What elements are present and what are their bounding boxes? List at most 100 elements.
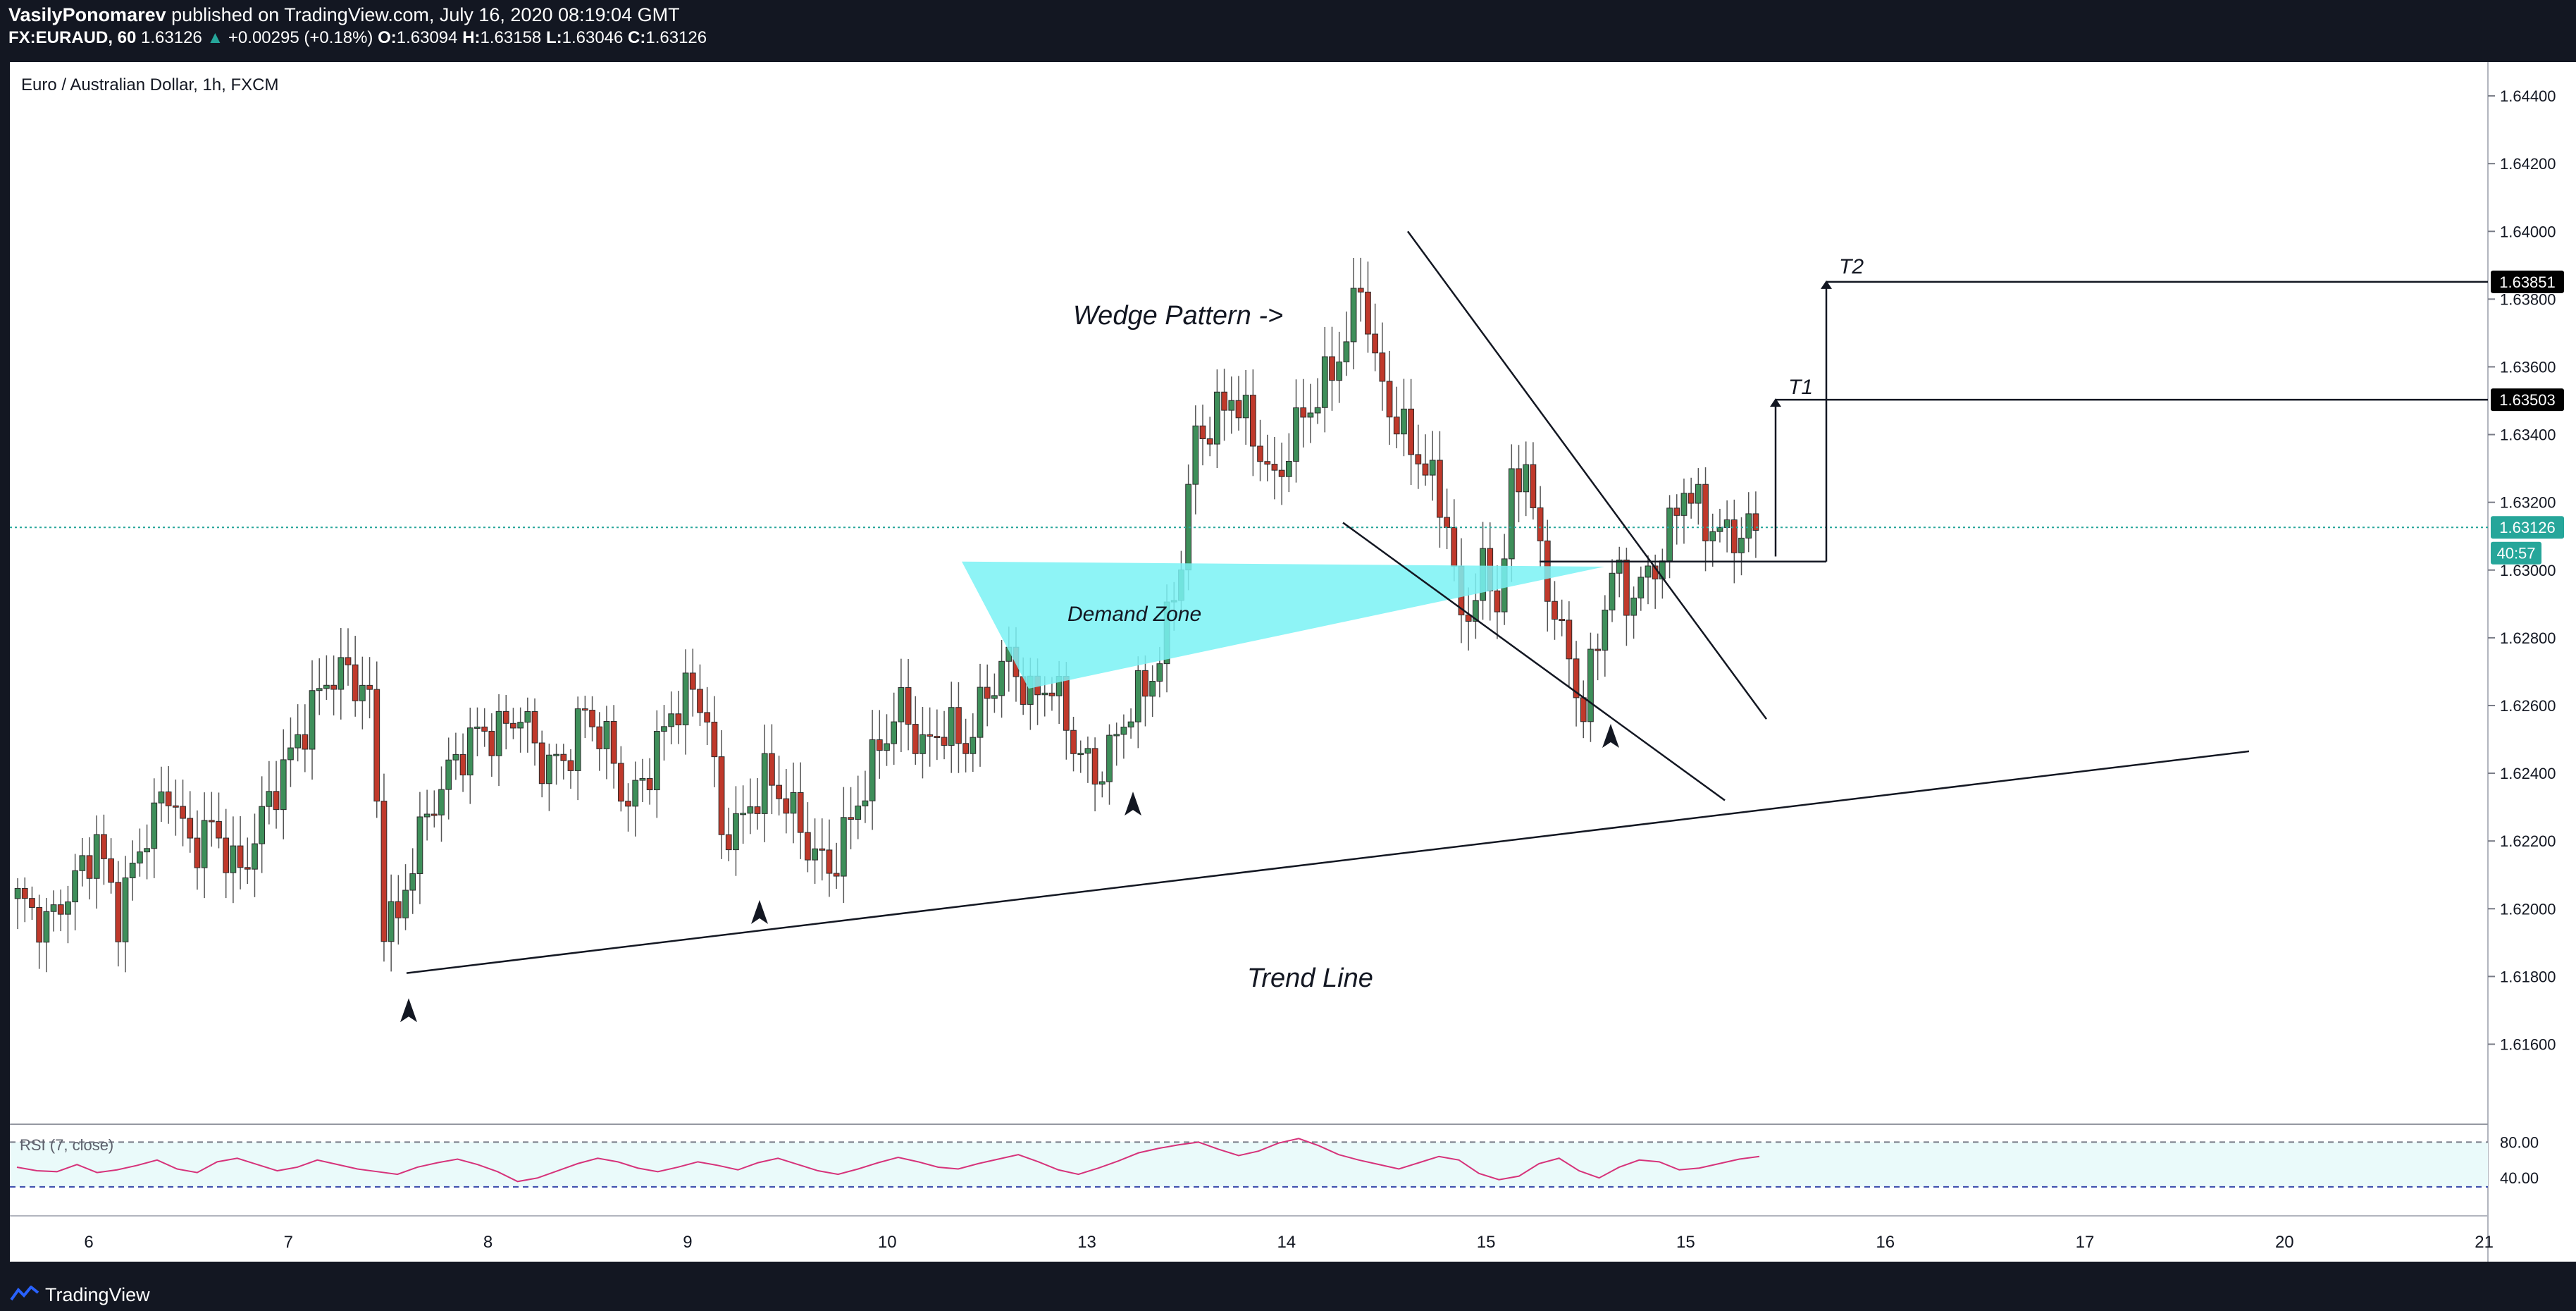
candle-body [697, 689, 703, 713]
candle [1379, 322, 1386, 411]
candle [323, 655, 330, 700]
brand-name[interactable]: TradingView [45, 1284, 150, 1305]
low-value: 1.63046 [562, 28, 624, 47]
candle [848, 787, 854, 849]
candle-body [72, 870, 79, 903]
candle [589, 696, 595, 741]
time-tick-label: 8 [483, 1233, 493, 1252]
candle [812, 818, 818, 884]
candle [1271, 436, 1278, 500]
candle [1401, 378, 1407, 457]
candle-body [402, 890, 409, 918]
candle [682, 649, 689, 755]
candle-body [101, 834, 107, 859]
candle-body [108, 858, 114, 883]
candle [373, 661, 380, 818]
candle-body [1523, 464, 1530, 493]
author-name[interactable]: VasilyPonomarev [8, 4, 166, 25]
candle [603, 706, 610, 780]
candle [747, 778, 754, 835]
candle [977, 663, 984, 767]
candle-body [632, 780, 639, 807]
candle [201, 792, 208, 899]
candle-body [1257, 445, 1263, 462]
tradingview-logo-icon[interactable] [10, 1286, 39, 1303]
candle-body [1127, 721, 1134, 728]
candle [1199, 405, 1206, 466]
candle [29, 886, 35, 921]
candle-body [1142, 670, 1148, 697]
candle-body [230, 845, 237, 873]
candle-body [538, 742, 545, 784]
candle [295, 704, 302, 762]
candle-body [1752, 513, 1759, 531]
candle [151, 778, 158, 878]
candle-body [1508, 468, 1515, 560]
candle-body [1680, 493, 1688, 516]
time-tick-label: 7 [284, 1233, 293, 1252]
candle [769, 724, 775, 815]
candle [560, 744, 567, 780]
candle-body [295, 734, 302, 749]
candle [962, 718, 970, 773]
candle-body [653, 731, 660, 791]
candle-body [1738, 537, 1745, 553]
price-badge-label: 1.63126 [2499, 519, 2556, 536]
candle [1566, 601, 1573, 688]
low-label: L: [545, 28, 562, 47]
price-tick-label: 1.63200 [2500, 494, 2556, 512]
candle-body [244, 867, 251, 870]
candle-body [869, 739, 876, 801]
candle-body [704, 712, 711, 722]
candle-body [36, 906, 43, 943]
open-label: O: [378, 28, 397, 47]
candle-body [1343, 341, 1350, 362]
candle [502, 695, 509, 750]
candle [180, 780, 186, 847]
candle-body [1537, 507, 1544, 541]
candle-body [998, 660, 1005, 696]
candle [546, 744, 552, 811]
candle [122, 856, 129, 973]
candle-body [1235, 400, 1242, 419]
candle-body [941, 737, 948, 746]
candle-body [287, 747, 294, 761]
candle [216, 792, 222, 849]
candle-body [1408, 408, 1414, 455]
candle [653, 710, 660, 818]
candle-body [1472, 600, 1479, 622]
candle-body [740, 813, 747, 815]
candle [704, 687, 711, 746]
candle-body [1637, 577, 1645, 598]
candle-body [237, 845, 244, 868]
candle-body [1645, 565, 1652, 578]
swing-low-arrow-icon [1602, 724, 1619, 749]
candle [1523, 441, 1530, 517]
candle-body [1063, 675, 1070, 731]
candle-body [1293, 407, 1299, 462]
trend-line-label: Trend Line [1247, 964, 1373, 993]
candle-body [187, 818, 194, 839]
candle [1134, 656, 1141, 749]
candle-body [488, 730, 495, 756]
candle [1206, 417, 1213, 457]
candle-body [1673, 507, 1680, 516]
candle [919, 707, 926, 779]
candle [1630, 586, 1637, 639]
time-tick-label: 10 [878, 1233, 897, 1252]
candle [1321, 326, 1328, 433]
candle-body [1156, 663, 1163, 682]
candle [1587, 632, 1594, 742]
price-tick-label: 1.63000 [2500, 562, 2556, 579]
candle [826, 819, 833, 897]
candle [991, 673, 998, 713]
price-badge-box [2491, 516, 2564, 539]
candle-body [352, 664, 359, 701]
chart-canvas[interactable]: 1.64400 1.64200 1.64000 1.63800 1.63600 1.634… [0, 0, 2576, 1276]
candle-body [1623, 559, 1630, 616]
candle [352, 636, 359, 717]
candle [108, 838, 114, 894]
candle [388, 874, 395, 972]
candle [855, 775, 862, 839]
candle-body [1444, 517, 1450, 528]
